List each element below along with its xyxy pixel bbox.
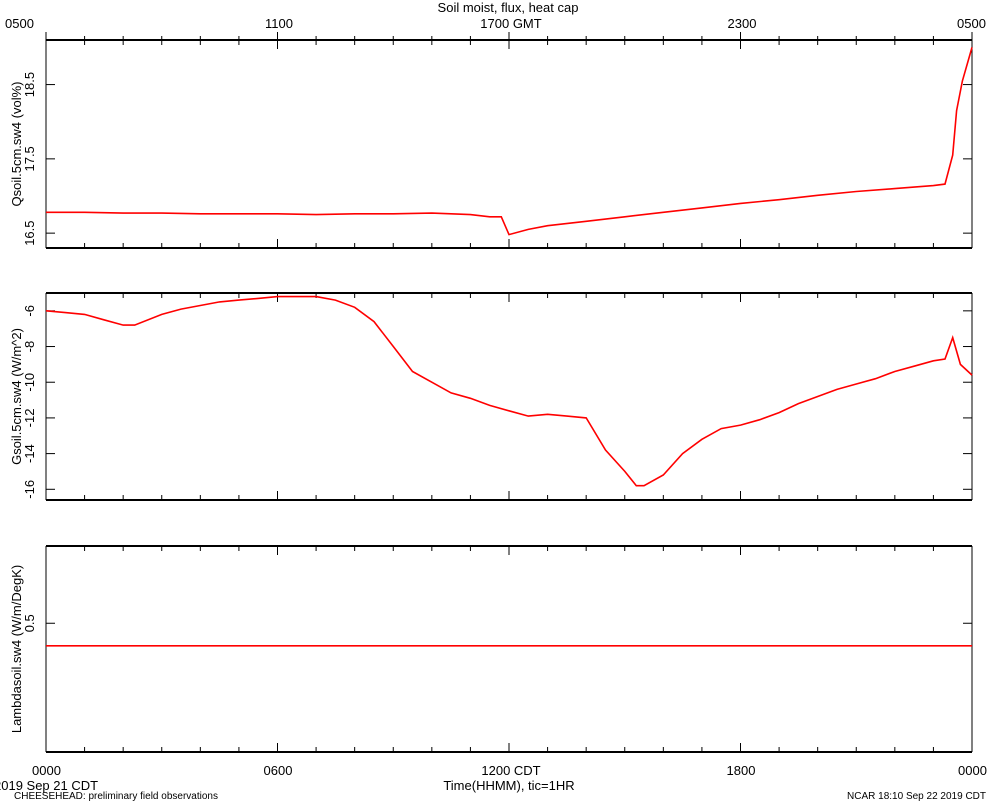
chart-title: Soil moist, flux, heat cap [437,0,579,15]
panel-1-ytick-label-5: -6 [22,305,37,317]
date-label: 2019 Sep 21 CDT [0,778,99,793]
panel-1-ytick-label-1: -14 [22,444,37,463]
top-tick-label-1: 1100 [265,16,293,31]
x-axis-label: Time(HHMM), tic=1HR [443,778,575,793]
panel-1-ytick-label-0: -16 [22,480,37,499]
bottom-tick-label-1: 0600 [263,763,293,778]
top-tick-label-4: 0500 [957,16,986,31]
top-tick-label-0: 0500 [5,16,34,31]
bottom-tick-label-0: 0000 [32,763,61,778]
top-tick-label-3: 2300 [727,16,757,31]
panel-0-ytick-label-1: 17.5 [22,146,37,171]
panel-0-ytick-label-2: 18.5 [22,72,37,97]
panel-2-y-axis-label: Lambdasoil.sw4 (W/m/DegK) [9,565,24,733]
bottom-tick-label-4: 0000 [958,763,987,778]
panel-1-ytick-label-3: -10 [22,373,37,392]
panel-0-y-axis-label: Qsoil.5cm.sw4 (vol%) [9,82,24,207]
bottom-tick-label-3: 1800 [726,763,756,778]
panel-1-series-line [45,295,973,487]
project-note: CHEESEHEAD: preliminary field observatio… [14,791,218,802]
panel-1-ytick-label-4: -8 [22,341,37,353]
ncar-stamp: NCAR 18:10 Sep 22 2019 CDT [847,791,986,802]
panel-1-ytick-label-2: -12 [22,409,37,428]
panel-0-series-line [46,47,973,236]
panel-0-ytick-label-0: 16.5 [22,220,37,245]
bottom-tick-label-2: 1200 CDT [481,763,541,778]
panel-2-ytick-label-0: 0.5 [22,614,37,632]
top-tick-label-2: 1700 GMT [480,16,542,31]
panel-1-y-axis-label: Gsoil.5cm.sw4 (W/m^2) [9,328,24,465]
